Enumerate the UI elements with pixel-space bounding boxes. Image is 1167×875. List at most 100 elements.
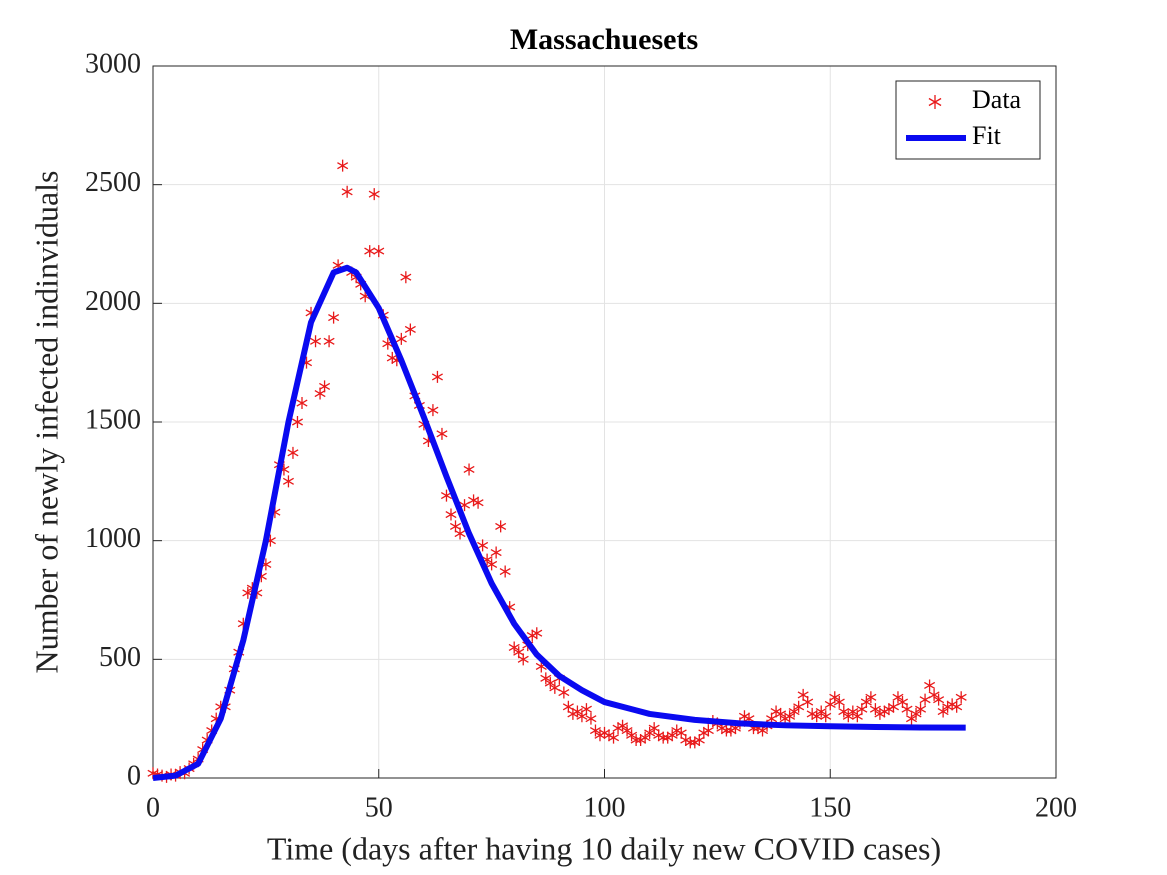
data-point (323, 335, 335, 348)
legend-label: Data (972, 85, 1022, 114)
data-point (928, 688, 940, 701)
legend-box (895, 80, 1041, 160)
data-point (887, 700, 899, 713)
data-point (811, 710, 823, 723)
data-point (395, 332, 407, 345)
data-point (820, 710, 832, 723)
data-point (368, 188, 380, 201)
data-point (639, 731, 651, 744)
data-point (833, 696, 845, 709)
data-point (427, 404, 439, 417)
data-point (802, 696, 814, 709)
data-point (838, 705, 850, 718)
data-point (793, 700, 805, 713)
data-point (915, 703, 927, 716)
data-point (571, 705, 583, 718)
data-point (657, 731, 669, 744)
y-axis-label: Number of newly infected indinviduals (28, 171, 64, 674)
data-point (291, 416, 304, 428)
data-point (621, 724, 633, 737)
y-tick-label: 2000 (85, 286, 141, 317)
y-tick-label: 2500 (85, 167, 141, 198)
y-tick-label: 0 (127, 760, 141, 791)
data-point (486, 558, 498, 571)
data-point (531, 627, 543, 640)
data-point (784, 710, 796, 723)
data-point (589, 724, 601, 737)
data-point (454, 527, 466, 540)
data-point (319, 380, 331, 393)
x-tick-label: 150 (809, 792, 851, 823)
data-point (400, 271, 412, 284)
data-point (869, 703, 881, 716)
data-point (508, 641, 520, 654)
data-point (865, 691, 877, 704)
data-point (617, 719, 629, 732)
data-point (282, 475, 294, 488)
data-point (436, 427, 448, 440)
data-point (540, 672, 552, 685)
data-point (901, 703, 913, 716)
data-point (580, 703, 592, 716)
data-point (549, 681, 561, 694)
data-point (287, 446, 299, 459)
data-point (404, 323, 416, 336)
plot-frame (152, 65, 1057, 779)
data-point (585, 712, 597, 725)
data-point (842, 710, 854, 723)
data-point (472, 496, 484, 509)
data-point (341, 185, 353, 198)
data-point (463, 463, 475, 476)
data-point (720, 724, 732, 737)
data-point (892, 691, 904, 704)
data-point (933, 693, 945, 706)
data-point (919, 693, 931, 706)
data-point (337, 159, 349, 172)
data-point (445, 508, 457, 521)
data-point (924, 679, 936, 692)
data-point (775, 707, 787, 720)
data-point (328, 311, 340, 324)
data-point (951, 700, 963, 713)
data-point (666, 729, 678, 742)
data-point (495, 520, 507, 533)
data-point (373, 245, 385, 258)
y-tick-label: 1000 (85, 523, 141, 554)
data-point (955, 691, 967, 704)
data-point (702, 724, 714, 737)
data-point (608, 731, 620, 744)
data-point (364, 245, 376, 258)
data-point (517, 653, 529, 666)
y-tick-label: 1500 (85, 404, 141, 435)
data-point (910, 707, 922, 720)
data-point (644, 726, 656, 739)
x-axis-label: Time (days after having 10 daily new COV… (267, 830, 941, 866)
data-point (499, 565, 511, 578)
x-tick-label: 0 (146, 792, 160, 823)
data-point (440, 489, 452, 502)
data-point (626, 729, 638, 742)
data-point (477, 539, 489, 552)
x-tick-label: 100 (584, 792, 626, 823)
data-point (829, 691, 841, 704)
data-point (788, 705, 800, 718)
data-point (310, 335, 322, 348)
data-point (815, 705, 827, 718)
data-point (630, 734, 642, 747)
x-tick-label: 50 (365, 792, 393, 823)
data-point (684, 736, 696, 749)
legend-marker (928, 95, 942, 109)
data-point (860, 696, 872, 709)
fit-line (152, 264, 966, 781)
y-tick-label: 3000 (85, 48, 141, 79)
data-point (847, 705, 859, 718)
data-point (431, 370, 443, 383)
data-point (490, 546, 502, 559)
data-point (558, 686, 570, 699)
data-point (544, 677, 556, 690)
x-tick-label: 200 (1035, 792, 1077, 823)
data-point (296, 397, 308, 410)
chart-title: Massachuesets (510, 23, 698, 56)
